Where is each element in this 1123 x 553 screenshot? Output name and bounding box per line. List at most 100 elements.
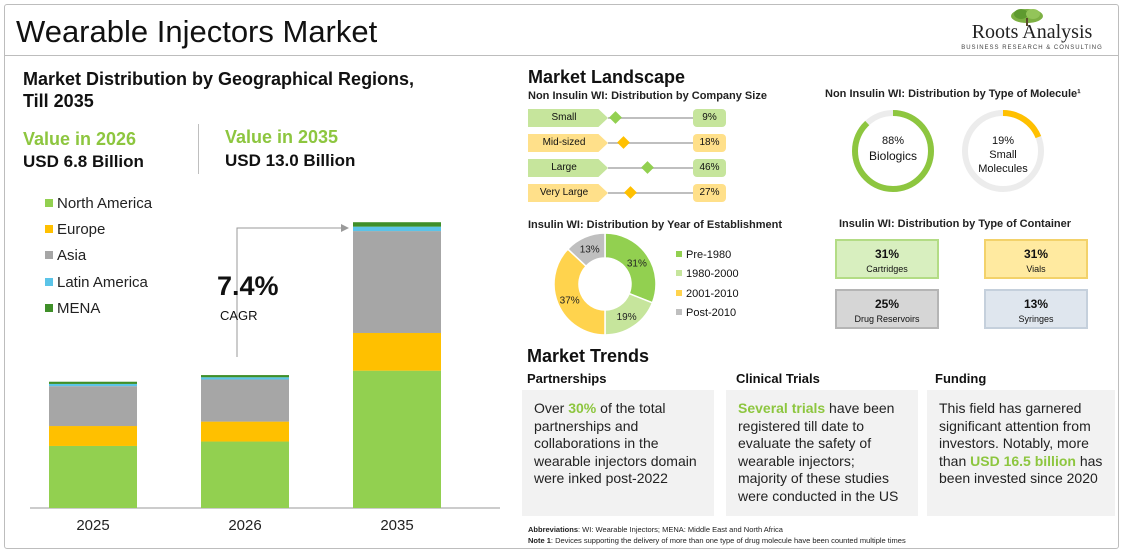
- year-donut-chart: 31% 19% 37% 13%: [553, 232, 657, 336]
- year-legend-item: 1980-2000: [676, 268, 739, 280]
- company-size-pct: 46%: [693, 159, 726, 177]
- x-tick-2025: 2025: [76, 517, 110, 534]
- donut-slice-2001-2010: [553, 248, 606, 336]
- molecule-small-text: 19% Small Molecules: [963, 134, 1043, 176]
- legend-north-america: North America: [45, 195, 152, 212]
- bar-north-america-2026: [201, 441, 289, 508]
- bar-mena-2026: [201, 375, 289, 378]
- trend-text: Over: [534, 400, 569, 416]
- infographic-frame: [4, 4, 1119, 549]
- value-2035-label: Value in 2035: [225, 127, 339, 147]
- bar-mena-2035: [353, 222, 441, 227]
- company-size-pct: 18%: [693, 134, 726, 152]
- trend-highlight: USD 16.5 billion: [970, 452, 1076, 469]
- company-size-marker: [609, 111, 623, 124]
- year-legend-item: 2001-2010: [676, 288, 739, 300]
- company-size-row: Small 9%: [528, 109, 726, 127]
- container-syringes: 13% Syringes: [984, 289, 1088, 329]
- distribution-heading: Market Distribution by Geographical Regi…: [23, 68, 414, 112]
- year-legend-item: Post-2010: [676, 307, 736, 319]
- landscape-title: Market Landscape: [528, 67, 686, 87]
- legend-label: Europe: [57, 221, 106, 238]
- bar-europe-2035: [353, 332, 441, 371]
- container-label: Cartridges: [866, 264, 908, 274]
- molecule-title: Non Insulin WI: Distribution by Type of …: [825, 88, 1081, 100]
- legend-label: 1980-2000: [686, 268, 739, 280]
- funding-head: Funding: [935, 371, 987, 386]
- cagr-value: 7.4%: [217, 271, 279, 301]
- legend-swatch: [676, 309, 682, 315]
- regional-bar-chart: [30, 222, 500, 509]
- molecule-small-label-line1: Small: [989, 149, 1017, 161]
- abbreviations-note: Abbreviations: WI: Wearable Injectors; M…: [528, 525, 783, 534]
- cagr-arrow-line: [236, 227, 341, 357]
- trend-text: This field has garnered significant atte…: [939, 400, 1091, 469]
- bar-latin-america-2035: [353, 226, 441, 232]
- value-divider: [198, 124, 199, 174]
- company-size-track: [608, 142, 693, 144]
- donut-slice-Post-2010: [566, 232, 606, 268]
- bar-europe-2025: [49, 426, 137, 446]
- bar-latin-america-2026: [201, 377, 289, 380]
- partnerships-box: Over 30% of the total partnerships and c…: [522, 390, 714, 516]
- bar-asia-2035: [353, 231, 441, 333]
- molecule-ring-biologics: [852, 110, 934, 192]
- bar-europe-2026: [201, 421, 289, 442]
- company-size-pct: 27%: [693, 184, 726, 202]
- bar-asia-2026: [201, 379, 289, 422]
- bar-group: [49, 222, 441, 508]
- container-label: Syringes: [1018, 314, 1054, 324]
- container-title: Insulin WI: Distribution by Type of Cont…: [839, 218, 1072, 230]
- company-size-track: [608, 117, 693, 119]
- legend-swatch: [676, 251, 682, 257]
- bar-latin-america-2025: [49, 383, 137, 387]
- company-size-row: Mid-sized 18%: [528, 134, 726, 152]
- year-title: Insulin WI: Distribution by Year of Esta…: [528, 219, 783, 231]
- bar-north-america-2035: [353, 370, 441, 508]
- value-2026: USD 6.8 Billion: [23, 152, 144, 171]
- container-vials: 31% Vials: [984, 239, 1088, 279]
- molecule-ring-small-molecules: [962, 110, 1044, 192]
- note-1: Note 1: Devices supporting the delivery …: [528, 536, 906, 545]
- legend-label: Latin America: [57, 274, 148, 291]
- legend-europe: Europe: [45, 221, 105, 238]
- tree-logo-icon: [1011, 9, 1043, 26]
- donut-label: 19%: [617, 312, 637, 323]
- molecule-biologics-pct: 88%: [881, 135, 905, 147]
- legend-label: North America: [57, 195, 153, 212]
- container-pct: 31%: [874, 247, 900, 261]
- funding-box: This field has garnered significant atte…: [927, 390, 1115, 516]
- container-cartridges: 31% Cartridges: [835, 239, 939, 279]
- company-size-row: Large 46%: [528, 159, 726, 177]
- container-drug-reservoirs: 25% Drug Reservoirs: [835, 289, 939, 329]
- legend-label: Asia: [57, 247, 87, 264]
- company-size-track: [608, 192, 693, 194]
- legend-asia: Asia: [45, 247, 86, 264]
- container-label: Vials: [1026, 264, 1046, 274]
- donut-label: 31%: [627, 258, 647, 269]
- container-pct: 31%: [1023, 247, 1049, 261]
- company-size-title: Non Insulin WI: Distribution by Company …: [528, 90, 767, 102]
- value-2026-label: Value in 2026: [23, 129, 137, 149]
- legend-swatch: [45, 304, 53, 312]
- company-size-marker: [640, 161, 654, 174]
- year-legend-item: Pre-1980: [676, 249, 731, 261]
- company-size-label: Mid-sized: [528, 134, 608, 152]
- cagr-arrow-head: [341, 224, 349, 232]
- legend-label: Pre-1980: [686, 249, 732, 261]
- molecule-biologics-text: 88% Biologics: [853, 134, 933, 164]
- legend-label: MENA: [57, 300, 101, 317]
- clinical-trials-box: Several trials have been registered till…: [726, 390, 918, 516]
- molecule-small-pct: 19%: [991, 135, 1015, 147]
- distribution-heading-line1: Market Distribution by Geographical Regi…: [23, 69, 415, 89]
- trend-highlight: 30%: [568, 400, 597, 416]
- page-title: Wearable Injectors Market: [16, 14, 378, 49]
- company-size-label: Very Large: [528, 184, 608, 202]
- company-size-label: Large: [528, 159, 608, 177]
- trend-text: has been invested since 2020: [939, 452, 1103, 487]
- company-size-marker: [616, 136, 630, 149]
- footnote-text: : Devices supporting the delivery of mor…: [550, 536, 906, 545]
- logo-name: Roots Analysis: [971, 21, 1093, 43]
- footnote-label: Abbreviations: [528, 525, 579, 534]
- header: Wearable Injectors Market Roots Analysis…: [4, 4, 1119, 56]
